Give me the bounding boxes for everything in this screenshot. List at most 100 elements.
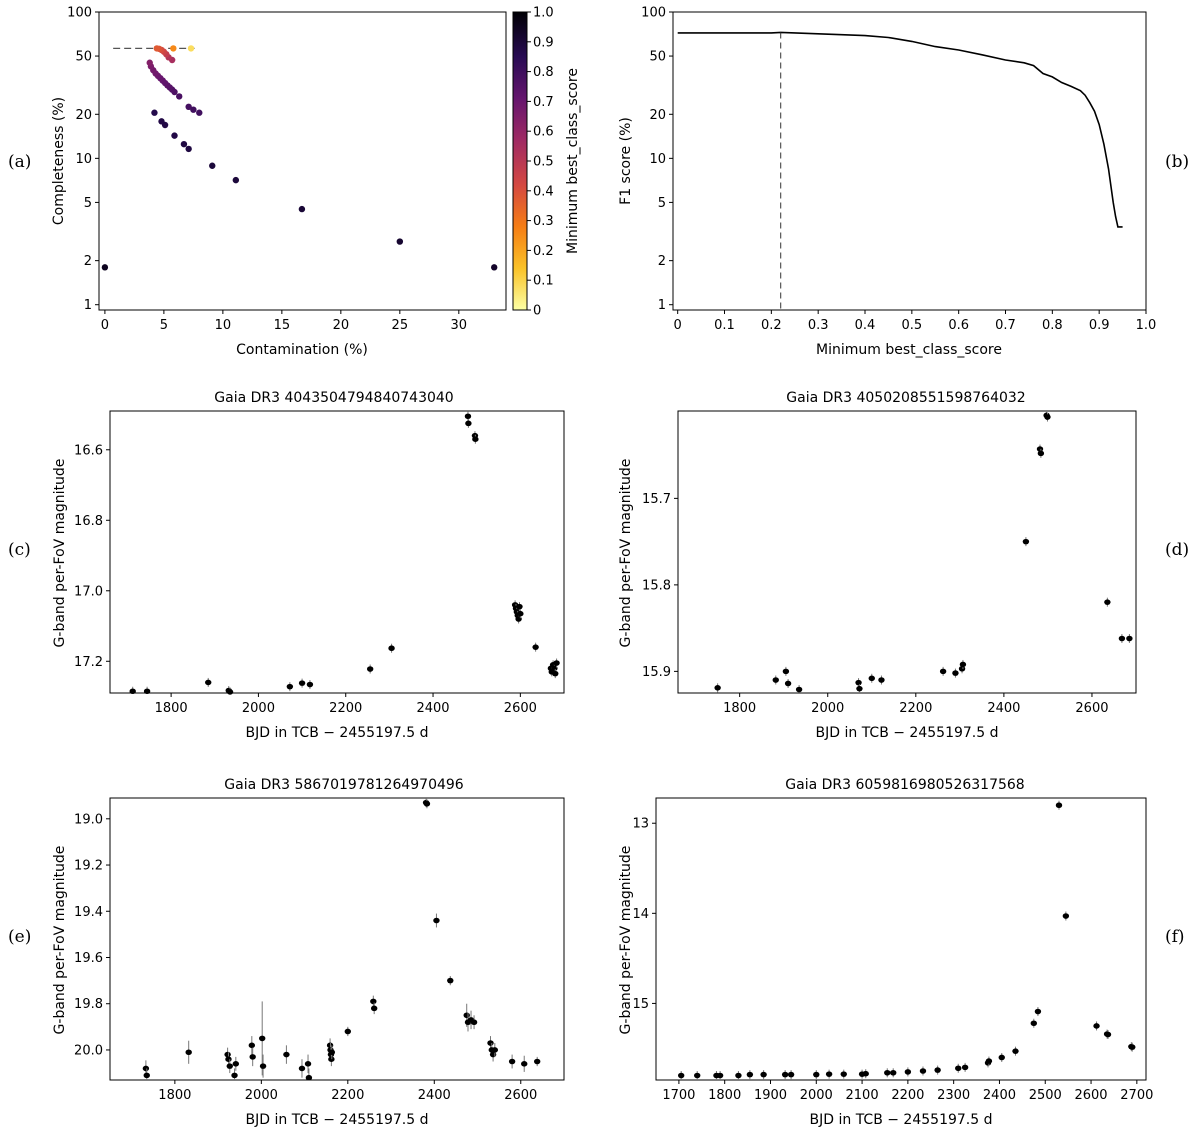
panel-c-point xyxy=(551,665,558,672)
panel-e-ytick-label: 19.2 xyxy=(74,859,103,874)
panel-a-point xyxy=(396,238,404,245)
panel-d-point xyxy=(856,685,863,692)
panel-e-point xyxy=(328,1049,336,1056)
panel-d-title: Gaia DR3 4050208551598764032 xyxy=(786,390,1025,406)
panel-f-xtick-label: 2500 xyxy=(1029,1088,1062,1103)
panel-a-xtick-label: 30 xyxy=(451,318,468,333)
panel-c-xtick-label: 2400 xyxy=(416,701,449,716)
panel-c-xlabel: BJD in TCB − 2455197.5 d xyxy=(246,725,429,741)
panel-a-point xyxy=(196,109,203,116)
panel-a-ytick-label: 5 xyxy=(84,196,92,211)
panel-d-frame xyxy=(677,410,1137,694)
panel-e-title: Gaia DR3 5867019781264970496 xyxy=(224,777,464,793)
panel-f-ytick-label: 15 xyxy=(632,997,649,1012)
panel-f-xlabel: BJD in TCB − 2455197.5 d xyxy=(810,1112,993,1128)
panel-e-point xyxy=(232,1061,240,1067)
panel-e-point xyxy=(143,1072,150,1079)
panel-e-point xyxy=(344,1028,352,1035)
panel-d-point xyxy=(868,675,875,682)
panel-c-xtick-label: 2200 xyxy=(329,701,362,716)
panel-a-point xyxy=(491,264,498,271)
panel-d-xtick-label: 2400 xyxy=(987,701,1020,716)
panel-f-point xyxy=(955,1065,962,1072)
panel-e-point xyxy=(470,1019,478,1026)
panel-b-ytick-label: 2 xyxy=(658,254,666,269)
panel-a-point xyxy=(232,176,240,184)
panel-f-point xyxy=(1104,1031,1112,1038)
panel-e-ytick-label: 19.0 xyxy=(74,812,103,827)
panel-f-point xyxy=(1062,913,1070,919)
panel-f-xtick-label: 2200 xyxy=(891,1088,924,1103)
panel-d-point xyxy=(795,686,803,693)
panel-c-point xyxy=(472,436,479,443)
panel-e-xlabel: BJD in TCB − 2455197.5 d xyxy=(246,1112,429,1128)
panel-c-point xyxy=(464,413,472,420)
panel-f-xtick-label: 2100 xyxy=(846,1088,879,1103)
panel-f-point xyxy=(1093,1023,1100,1029)
panel-c-ytick-label: 17.2 xyxy=(74,655,103,670)
panel-c-point xyxy=(532,644,539,650)
panel-f-point xyxy=(998,1054,1005,1061)
panel-f-xtick-label: 1800 xyxy=(708,1088,741,1103)
panel-a-point xyxy=(185,103,192,111)
panel-f-title: Gaia DR3 6059816980526317568 xyxy=(785,777,1024,793)
panel-f-xtick-label: 2600 xyxy=(1074,1088,1107,1103)
panel-c-point xyxy=(298,680,306,686)
panel-c-point xyxy=(552,670,559,677)
panel-b-xtick-label: 0.3 xyxy=(808,318,829,333)
panel-f-point xyxy=(961,1064,969,1071)
panel-e-point xyxy=(508,1058,516,1065)
colorbar-tick-label: 0 xyxy=(533,304,541,319)
panel-d-point xyxy=(1118,635,1126,642)
panel-c-point xyxy=(516,603,523,610)
panel-a-point xyxy=(170,45,177,52)
panel-b-xtick-label: 1.0 xyxy=(1136,318,1157,333)
panel-e-ytick-label: 19.4 xyxy=(74,905,103,920)
panel-d-point xyxy=(772,677,779,683)
panel-label-f: (f) xyxy=(1165,927,1185,947)
panel-e-point xyxy=(304,1061,312,1067)
panel-f-point xyxy=(760,1071,767,1078)
panel-c-point xyxy=(205,679,212,686)
panel-b-ytick-label: 100 xyxy=(641,6,666,21)
panel-f-xtick-label: 2700 xyxy=(1120,1088,1153,1103)
panel-e-point xyxy=(225,1056,232,1062)
panel-c-ytick-label: 16.8 xyxy=(74,514,103,529)
panel-f-ylabel: G-band per-FoV magnitude xyxy=(618,846,634,1035)
panel-a-xtick-label: 5 xyxy=(160,318,168,333)
panel-e-point xyxy=(433,917,440,924)
panel-d-point xyxy=(959,661,967,668)
panel-e-point xyxy=(259,1063,267,1069)
panel-f-point xyxy=(787,1071,795,1078)
panel-a-point xyxy=(153,45,161,52)
panel-d-point xyxy=(1022,538,1030,545)
panel-b-ytick-label: 1 xyxy=(658,298,666,313)
panel-c-frame xyxy=(109,410,565,694)
panel-e-point xyxy=(533,1058,541,1065)
panel-b-ytick-label: 20 xyxy=(649,108,666,123)
panel-a-xlabel: Contamination (%) xyxy=(236,342,368,358)
panel-f-point xyxy=(746,1071,754,1078)
panel-e-ytick-label: 20.0 xyxy=(74,1043,103,1058)
panel-b-xtick-label: 0.9 xyxy=(1089,318,1110,333)
panel-d-point xyxy=(782,668,790,675)
colorbar-tick-label: 0.3 xyxy=(533,214,554,229)
panel-d-light-curve: Gaia DR3 4050208551598764032 1800 2000 220… xyxy=(618,390,1137,741)
panel-f-point xyxy=(1030,1020,1038,1027)
panel-f-point xyxy=(934,1067,941,1073)
panel-d-point xyxy=(1036,446,1044,452)
panel-a-point xyxy=(176,93,183,100)
panel-b-ytick-label: 5 xyxy=(658,196,666,211)
panel-d-point xyxy=(1104,599,1111,605)
panel-d-point xyxy=(939,668,947,675)
colorbar-tick-label: 0.1 xyxy=(533,274,554,289)
panel-f-point xyxy=(677,1072,685,1079)
panel-f-point xyxy=(862,1070,869,1077)
panel-e-xtick-label: 2200 xyxy=(331,1088,364,1103)
panel-a-point xyxy=(158,118,165,125)
panel-e-point xyxy=(185,1049,192,1056)
panel-e-ylabel: G-band per-FoV magnitude xyxy=(52,846,68,1035)
panel-d-ytick-label: 15.7 xyxy=(642,492,671,507)
panel-b-xtick-label: 0 xyxy=(674,318,682,333)
